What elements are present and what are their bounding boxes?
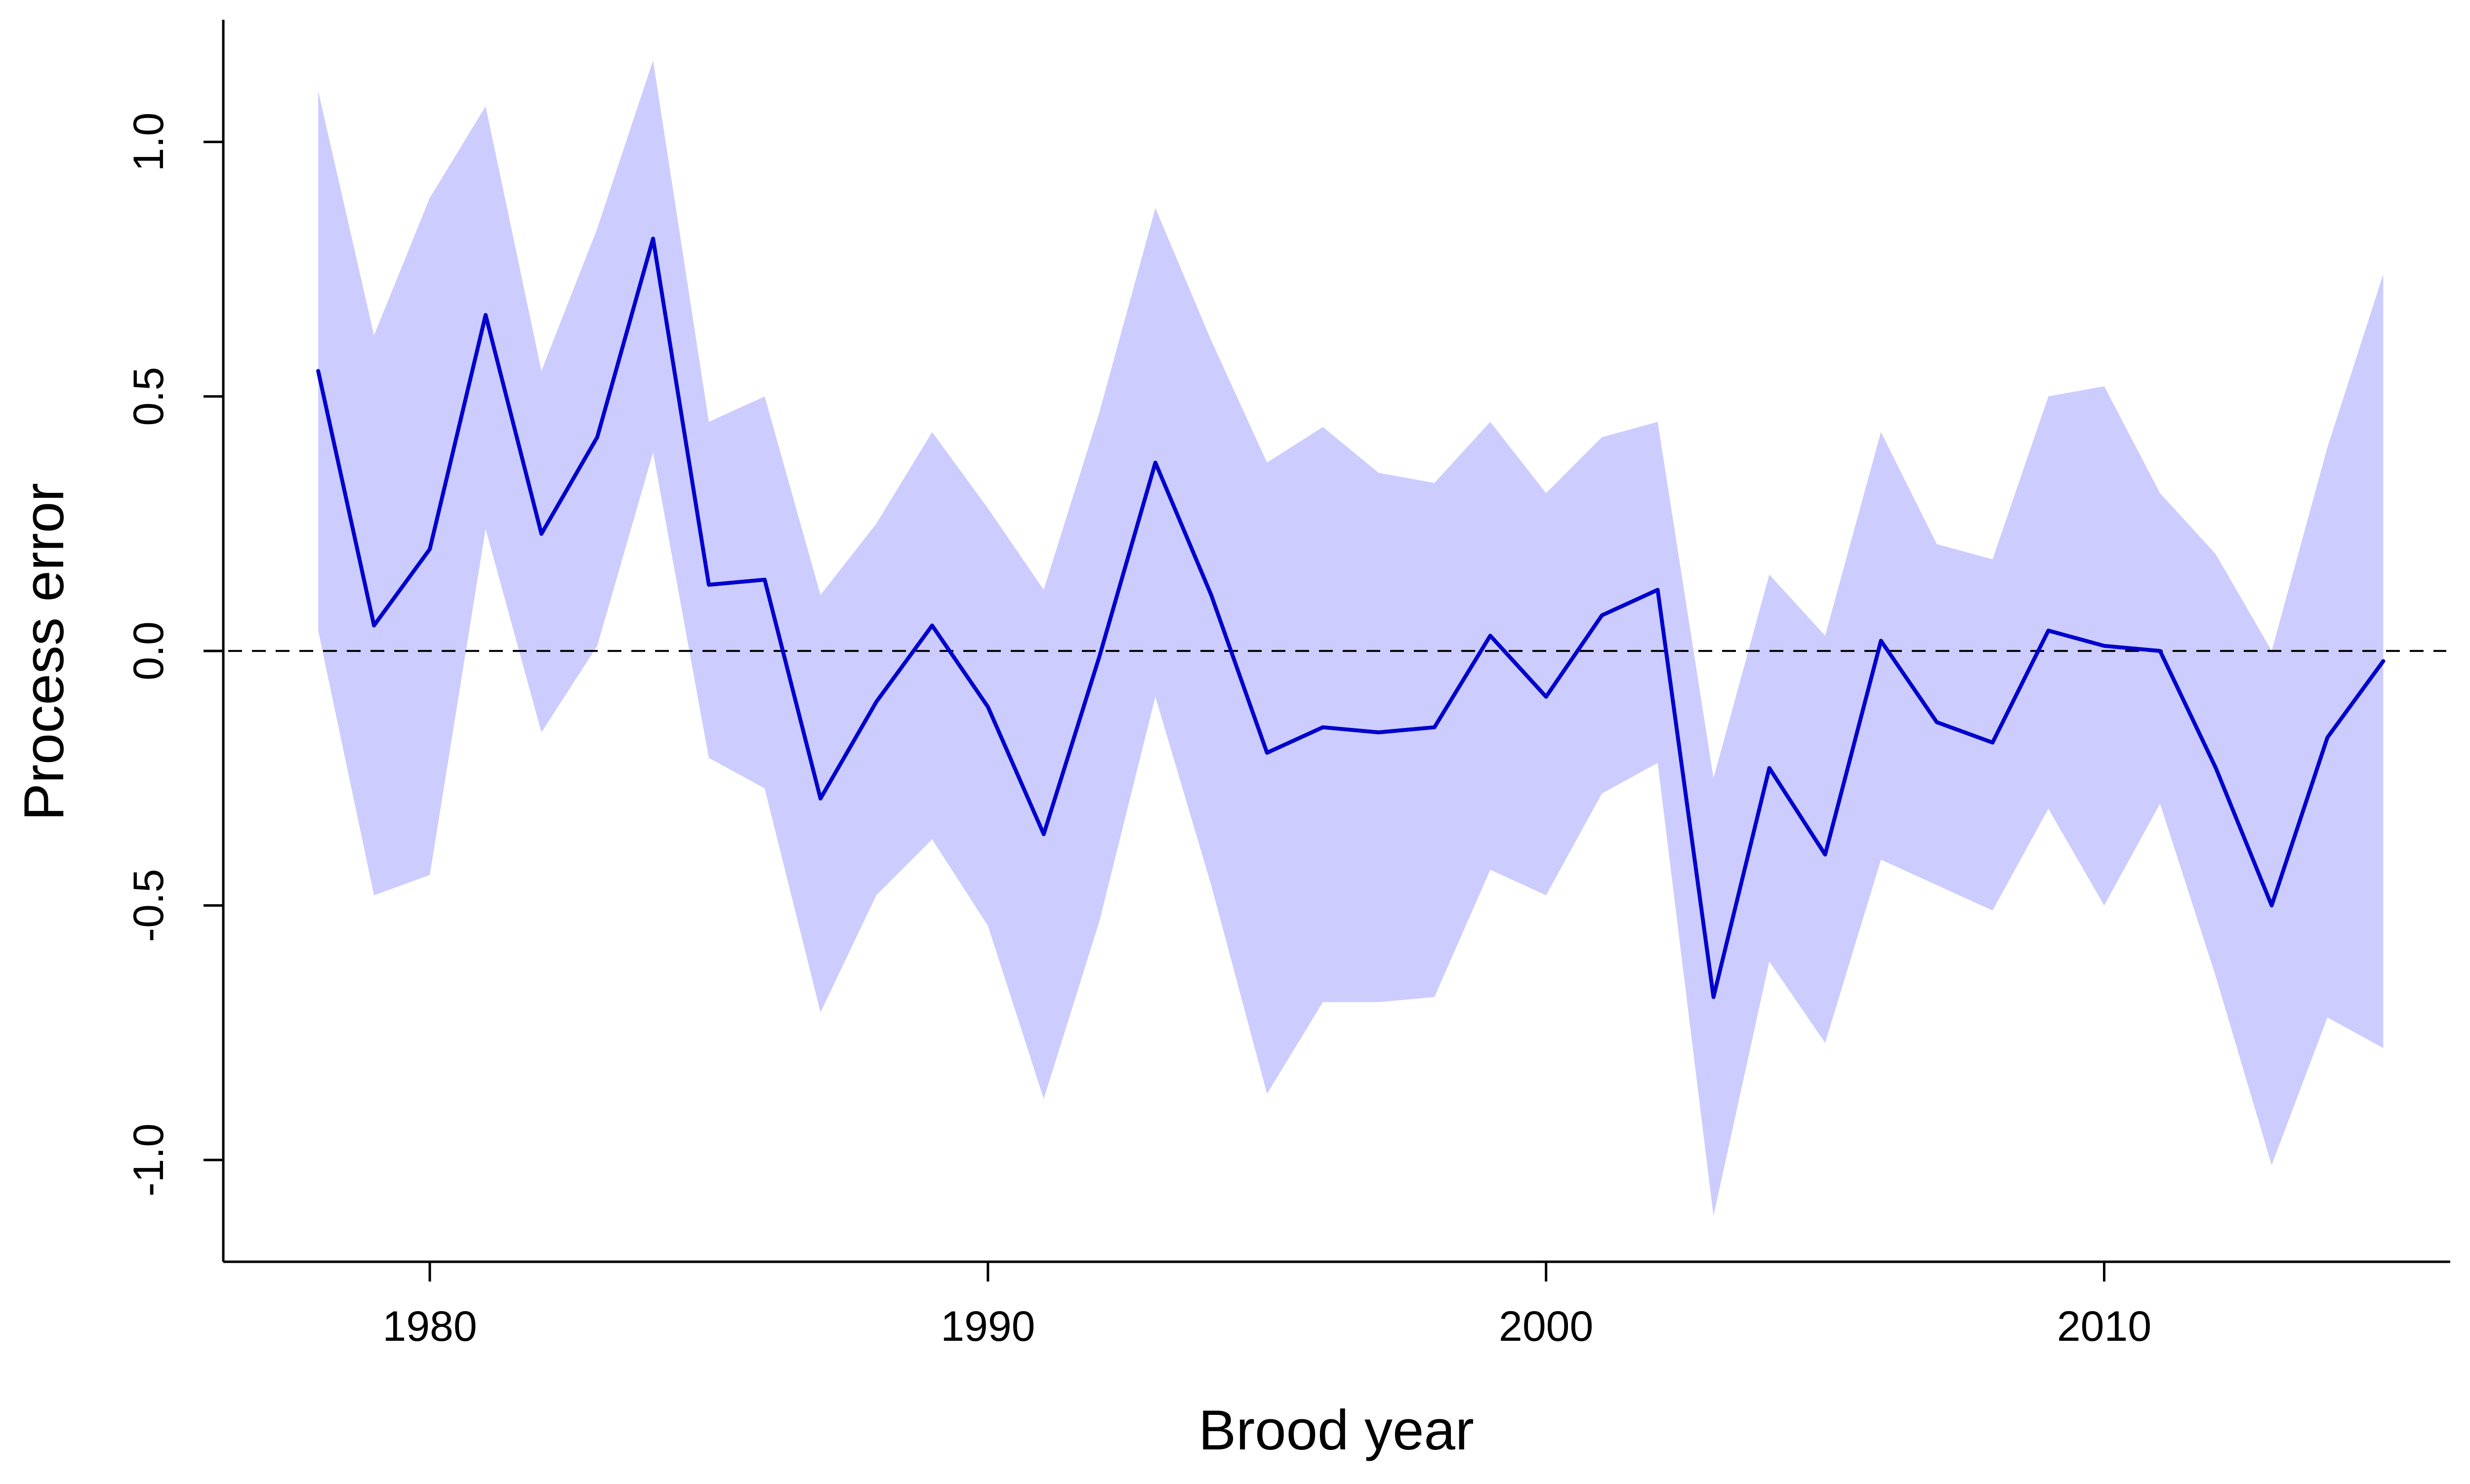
x-tick-label: 2000 xyxy=(1499,1303,1593,1350)
x-axis-title: Brood year xyxy=(1198,1399,1474,1462)
y-tick-label: 1.0 xyxy=(125,113,172,172)
confidence-band-layer xyxy=(318,60,2384,1216)
y-tick-label: 0.5 xyxy=(125,367,172,426)
y-tick-label: -0.5 xyxy=(125,869,172,942)
x-tick-label: 2010 xyxy=(2057,1303,2151,1350)
series-line-layer xyxy=(316,237,2386,999)
y-tick-label: -1.0 xyxy=(125,1123,172,1197)
axes-layer xyxy=(222,20,2450,1263)
y-ticks: -1.0 -0.5 0.0 0.5 1.0 xyxy=(125,113,223,1197)
x-ticks: 1980 1990 2000 2010 xyxy=(382,1262,2151,1350)
y-tick-label: 0.0 xyxy=(125,621,172,681)
process-error-line xyxy=(316,237,2386,999)
confidence-band xyxy=(318,60,2384,1216)
x-tick-label: 1980 xyxy=(382,1303,477,1350)
y-axis-title: Process error xyxy=(13,483,76,821)
x-tick-label: 1990 xyxy=(941,1303,1035,1350)
